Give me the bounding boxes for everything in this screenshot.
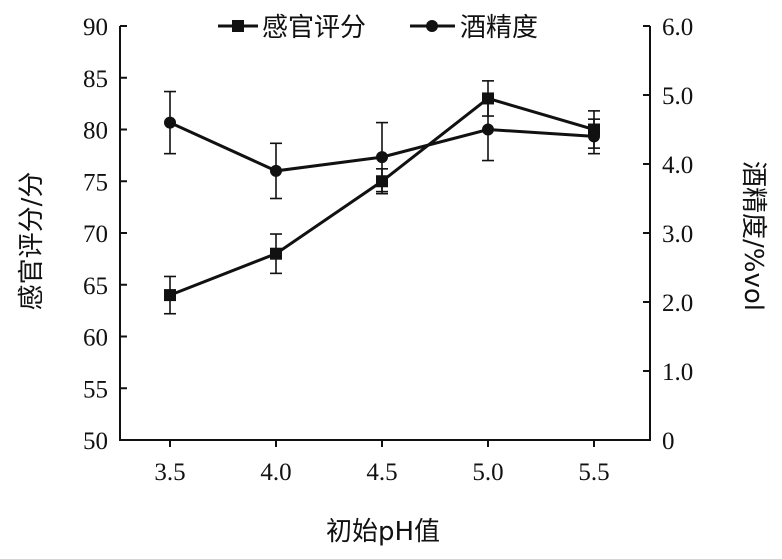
right-axis-title: 酒精度/%vol [738, 161, 768, 311]
legend: 感官评分 酒精度 [218, 13, 538, 43]
data-point-circle [588, 130, 600, 143]
left-tick-label: 70 [83, 221, 108, 248]
left-tick-label: 85 [83, 66, 108, 93]
left-tick-label: 80 [83, 118, 108, 145]
data-point-circle [482, 123, 494, 136]
left-tick-label: 90 [83, 14, 108, 41]
x-axis-title: 初始pH值 [326, 517, 440, 547]
x-tick-label: 4.5 [366, 459, 397, 486]
axis-frame [119, 26, 651, 441]
left-tick-label: 50 [83, 428, 108, 455]
right-axis-ticks: 0 1.0 2.0 3.0 4.0 5.0 6.0 [643, 14, 693, 455]
legend-circle-marker [426, 20, 438, 32]
axes [119, 26, 651, 441]
data-point-square [164, 289, 176, 302]
left-tick-label: 55 [83, 376, 108, 403]
left-axis-ticks: 50 55 60 65 70 75 80 85 90 [83, 14, 127, 455]
right-tick-label: 2.0 [662, 290, 693, 317]
x-tick-label: 5.5 [578, 459, 609, 486]
left-axis-title: 感官评分/分 [17, 172, 47, 311]
legend-label-sensory: 感官评分 [262, 13, 366, 43]
right-tick-label: 0 [662, 428, 675, 455]
series-sensory-score [164, 80, 600, 315]
right-tick-label: 1.0 [662, 359, 693, 386]
data-point-circle [376, 151, 388, 164]
left-tick-label: 60 [83, 325, 108, 352]
right-tick-label: 5.0 [662, 83, 693, 110]
data-point-square [270, 247, 282, 260]
legend-square-marker [232, 20, 244, 32]
right-tick-label: 6.0 [662, 14, 693, 41]
data-point-circle [164, 116, 176, 129]
x-tick-label: 3.5 [154, 459, 185, 486]
data-point-circle [270, 164, 282, 177]
left-tick-label: 75 [83, 169, 108, 196]
right-tick-label: 4.0 [662, 152, 693, 179]
x-axis-ticks: 3.5 4.0 4.5 5.0 5.5 [154, 440, 610, 486]
right-tick-label: 3.0 [662, 221, 693, 248]
left-tick-label: 65 [83, 273, 108, 300]
series-alcohol-content [164, 90, 600, 200]
legend-label-alcohol: 酒精度 [460, 13, 538, 43]
x-tick-label: 4.0 [260, 459, 291, 486]
x-tick-label: 5.0 [472, 459, 503, 486]
series-layer [164, 80, 600, 315]
